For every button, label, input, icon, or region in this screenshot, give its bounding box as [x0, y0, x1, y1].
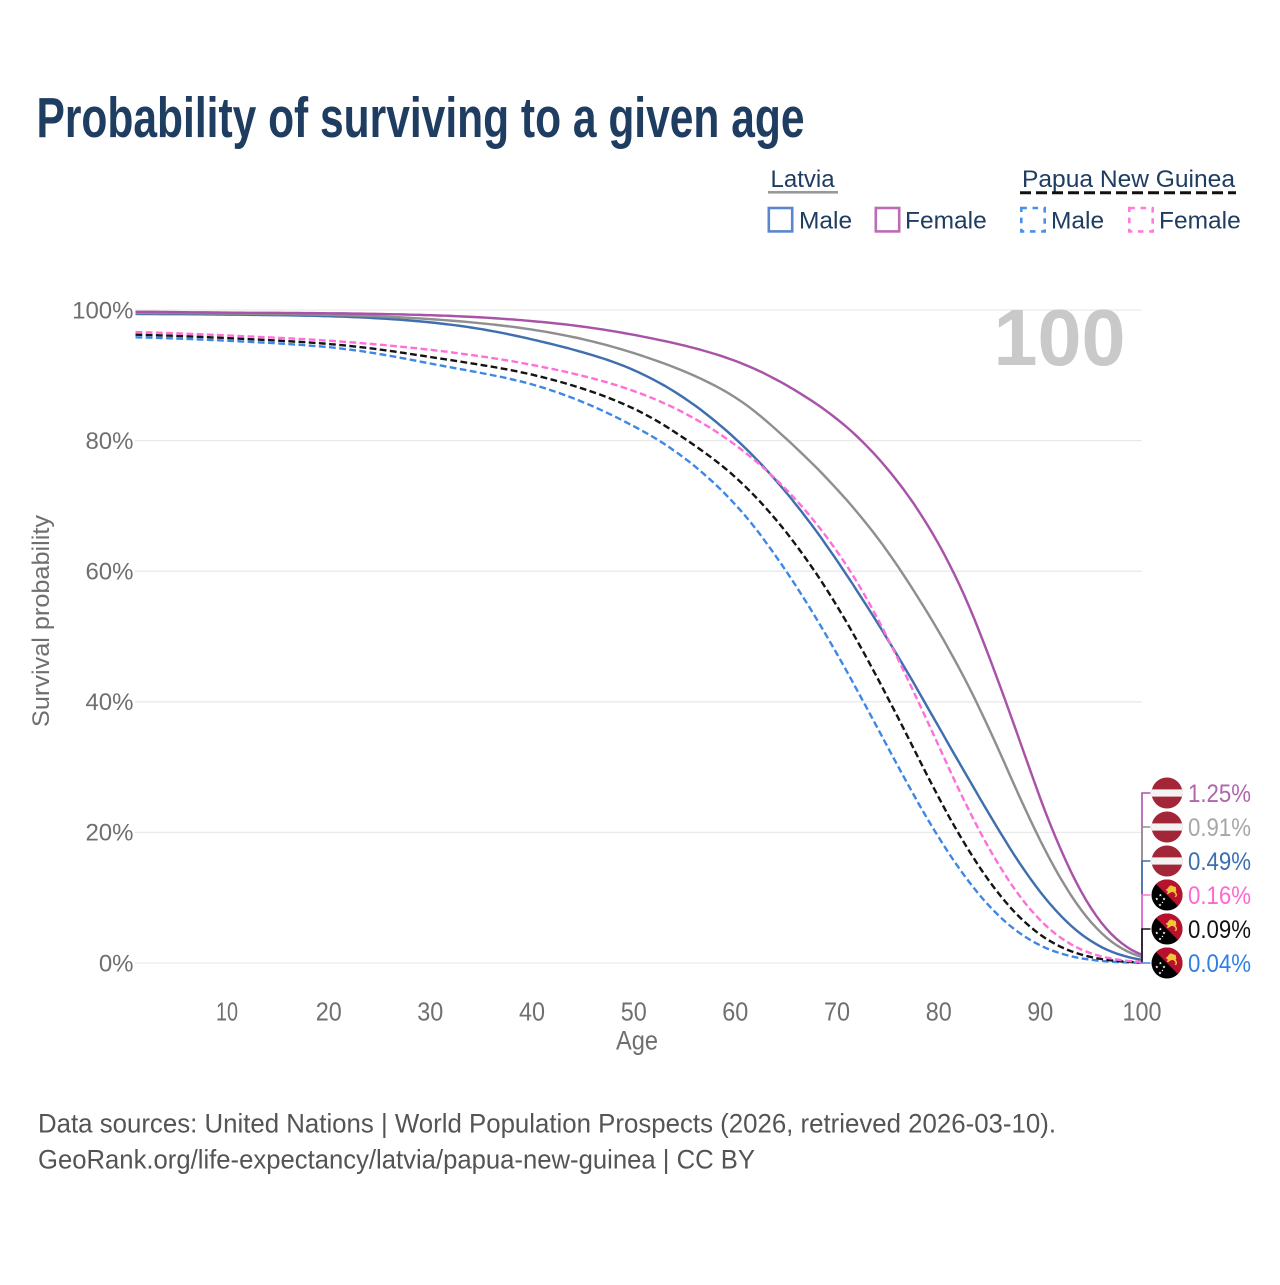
svg-text:30: 30: [417, 997, 443, 1027]
svg-text:Survival probability: Survival probability: [28, 514, 55, 727]
svg-text:80%: 80%: [85, 428, 133, 455]
svg-text:40%: 40%: [85, 689, 133, 716]
svg-text:Female: Female: [1159, 208, 1241, 235]
svg-text:80: 80: [926, 997, 952, 1027]
svg-text:0.09%: 0.09%: [1188, 916, 1251, 944]
svg-text:90: 90: [1027, 997, 1053, 1027]
svg-text:Male: Male: [799, 208, 852, 235]
svg-text:GeoRank.org/life-expectancy/la: GeoRank.org/life-expectancy/latvia/papua…: [38, 1145, 755, 1175]
svg-text:20%: 20%: [85, 820, 133, 847]
svg-text:Latvia: Latvia: [771, 166, 836, 193]
svg-text:0.16%: 0.16%: [1188, 882, 1251, 910]
svg-text:60%: 60%: [85, 559, 133, 586]
svg-text:Probability of surviving to a: Probability of surviving to a given age: [37, 86, 805, 149]
svg-text:100: 100: [994, 293, 1126, 382]
svg-text:60: 60: [722, 997, 748, 1027]
svg-text:Age: Age: [616, 1026, 658, 1056]
svg-text:Female: Female: [905, 208, 987, 235]
svg-text:Data sources: United Nations |: Data sources: United Nations | World Pop…: [38, 1109, 1056, 1139]
svg-text:100: 100: [1123, 997, 1162, 1027]
svg-text:100%: 100%: [72, 297, 133, 324]
svg-text:0.91%: 0.91%: [1188, 814, 1251, 842]
svg-text:70: 70: [824, 997, 850, 1027]
svg-text:1.25%: 1.25%: [1188, 780, 1251, 808]
svg-text:50: 50: [621, 997, 647, 1027]
svg-text:0%: 0%: [99, 950, 134, 977]
svg-text:10: 10: [216, 997, 238, 1027]
svg-text:Papua New Guinea: Papua New Guinea: [1022, 166, 1236, 193]
svg-text:0.04%: 0.04%: [1188, 950, 1251, 978]
svg-text:Male: Male: [1051, 208, 1104, 235]
svg-text:40: 40: [519, 997, 545, 1027]
svg-text:20: 20: [316, 997, 342, 1027]
svg-text:0.49%: 0.49%: [1188, 848, 1251, 876]
